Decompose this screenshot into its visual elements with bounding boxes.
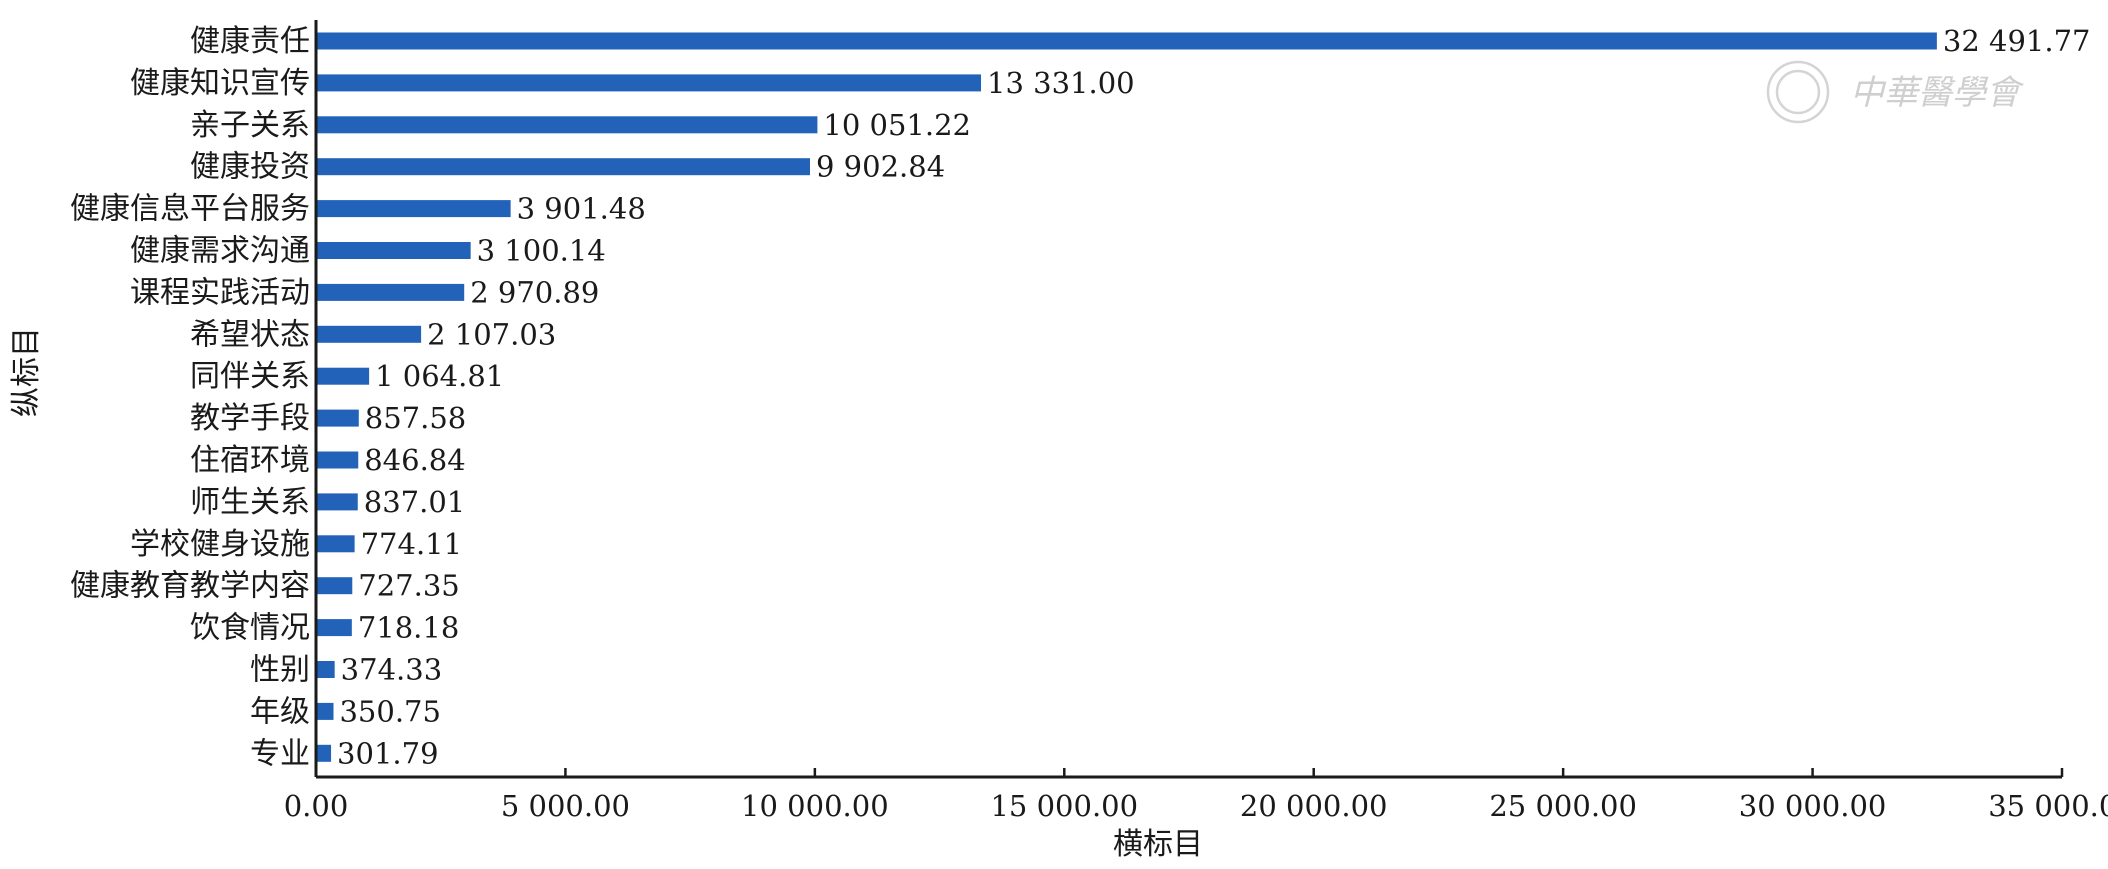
- category-label: 健康需求沟通: [130, 234, 310, 269]
- bar: [316, 74, 982, 92]
- category-label: 年级: [250, 694, 310, 729]
- x-tick-label: 10 000.00: [741, 789, 889, 823]
- x-axis-ticks: 0.00 5 000.00 10 000.00 15 000.00 20 000.00 2…: [284, 768, 2108, 823]
- value-label: 1 064.81: [375, 359, 504, 393]
- category-labels: 健康责任健康知识宣传亲子关系健康投资健康信息平台服务健康需求沟通课程实践活动希望…: [70, 24, 310, 771]
- y-axis-title: 纵标目: [9, 327, 44, 417]
- category-label: 教学手段: [190, 401, 310, 436]
- bar: [316, 200, 511, 218]
- value-label: 837.01: [364, 485, 465, 519]
- x-tick-label: 20 000.00: [1240, 789, 1388, 823]
- x-tick-label: 15 000.00: [990, 789, 1138, 823]
- category-label: 住宿环境: [190, 443, 310, 478]
- category-label: 师生关系: [190, 485, 310, 520]
- value-label: 3 100.14: [477, 234, 606, 268]
- bar: [316, 535, 355, 553]
- category-label: 健康教育教学内容: [70, 569, 310, 604]
- value-label: 2 107.03: [427, 317, 556, 351]
- x-tick-label: 0.00: [284, 789, 349, 823]
- watermark: 中華醫學會: [1766, 60, 2025, 124]
- value-label: 350.75: [339, 694, 440, 728]
- bar: [316, 744, 332, 762]
- value-label: 10 051.22: [823, 108, 971, 142]
- value-label: 32 491.77: [1943, 24, 2091, 58]
- bar: [316, 32, 1937, 50]
- bar: [316, 158, 811, 176]
- bar: [316, 661, 335, 678]
- bar: [316, 283, 465, 301]
- x-tick-label: 5 000.00: [501, 789, 630, 823]
- bars-group: [316, 32, 1937, 762]
- category-label: 健康知识宣传: [130, 66, 310, 101]
- x-axis-title: 横标目: [1113, 827, 1203, 862]
- value-labels: 32 491.77 13 331.00 10 051.22 9 902.84 3 901…: [337, 24, 2090, 770]
- bar: [316, 619, 352, 637]
- svg-text:中華醫學會: 中華醫學會: [1850, 73, 2025, 113]
- bar: [316, 116, 818, 134]
- category-label: 希望状态: [190, 317, 310, 352]
- category-label: 亲子关系: [190, 108, 310, 143]
- value-label: 774.11: [361, 527, 462, 561]
- bar: [316, 325, 422, 343]
- category-label: 学校健身设施: [130, 527, 310, 562]
- bar: [316, 367, 370, 385]
- category-label: 课程实践活动: [130, 275, 310, 310]
- category-label: 健康信息平台服务: [70, 192, 310, 227]
- bar: [316, 242, 471, 259]
- bar: [316, 702, 334, 720]
- category-label: 健康投资: [190, 150, 310, 185]
- value-label: 301.79: [337, 736, 438, 770]
- category-label: 专业: [250, 736, 310, 771]
- value-label: 374.33: [341, 653, 442, 687]
- category-label: 同伴关系: [190, 359, 310, 394]
- x-tick-label: 35 000.00: [1988, 789, 2108, 823]
- category-label: 饮食情况: [190, 611, 310, 646]
- value-label: 718.18: [358, 611, 459, 645]
- bar: [316, 409, 359, 427]
- category-label: 健康责任: [190, 24, 310, 59]
- value-label: 727.35: [358, 569, 459, 603]
- x-tick-label: 25 000.00: [1489, 789, 1637, 823]
- value-label: 2 970.89: [470, 275, 599, 309]
- bar: [316, 577, 353, 595]
- value-label: 9 902.84: [816, 150, 945, 184]
- category-label: 性别: [250, 653, 310, 688]
- value-label: 3 901.48: [517, 192, 646, 226]
- value-label: 846.84: [364, 443, 465, 477]
- value-label: 857.58: [365, 401, 466, 435]
- x-tick-label: 30 000.00: [1739, 789, 1887, 823]
- value-label: 13 331.00: [987, 66, 1135, 100]
- bar: [316, 493, 358, 511]
- bar: [316, 451, 359, 469]
